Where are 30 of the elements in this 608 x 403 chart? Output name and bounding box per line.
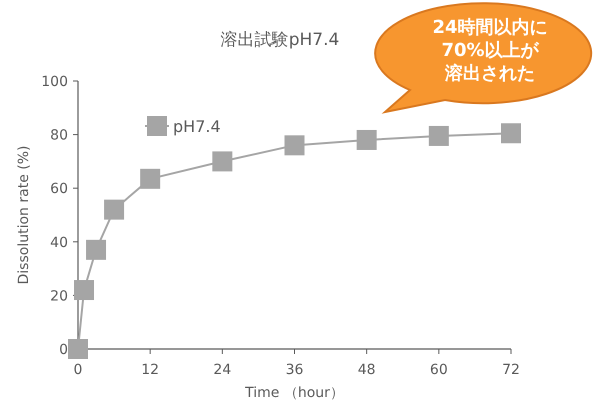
y-tick-label: 40	[50, 234, 68, 251]
chart-title: 溶出試験pH7.4	[220, 30, 340, 50]
point	[68, 339, 88, 359]
legend-label: pH7.4	[173, 117, 221, 136]
point	[501, 123, 521, 144]
y-tick-label: 20	[50, 288, 68, 304]
point	[212, 151, 232, 172]
x-tick-label: 12	[141, 362, 160, 378]
point	[74, 280, 94, 300]
y-tick-label: 80	[50, 128, 68, 144]
point	[356, 130, 377, 150]
text: 24時間以内に	[432, 17, 548, 38]
x-tick-label: 60	[430, 362, 448, 378]
x-tick-label: 72	[502, 362, 520, 378]
point	[428, 126, 449, 146]
x-axis-title: Time （hour）	[244, 385, 344, 401]
text: 70%以上が	[441, 40, 540, 61]
point	[104, 200, 124, 220]
point	[140, 168, 160, 189]
point	[284, 135, 304, 156]
x-tick-label: 48	[358, 362, 376, 378]
x-tick-label: 24	[213, 362, 232, 378]
y-axis-title: Dissolution rate (%)	[16, 146, 32, 284]
y-tick-label: 0	[59, 342, 68, 358]
x-tick-label: 36	[286, 362, 304, 378]
y-tick-label: 60	[50, 181, 68, 198]
y-tick-label: 100	[41, 74, 68, 90]
x-tick-label: 0	[74, 362, 82, 378]
annotation: 溶出された	[444, 63, 535, 84]
point	[86, 240, 106, 260]
